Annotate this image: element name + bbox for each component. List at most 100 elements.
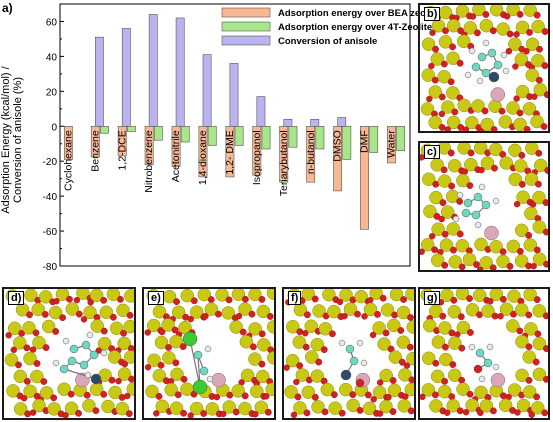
o-atom: [370, 396, 377, 403]
o-atom: [497, 313, 504, 320]
si-atom: [231, 289, 246, 302]
category-label: Isopropanol: [251, 130, 263, 185]
o-atom: [80, 316, 88, 323]
si-atom: [473, 289, 487, 303]
o-atom: [26, 311, 33, 319]
c-atom: [463, 198, 473, 208]
o-atom: [62, 412, 69, 418]
si-atom: [170, 367, 184, 382]
si-atom: [47, 402, 61, 416]
si-atom: [305, 350, 319, 364]
si-atom: [523, 289, 537, 302]
si-atom: [354, 289, 368, 304]
si-atom: [422, 351, 436, 366]
si-atom: [447, 304, 462, 319]
si-atom: [147, 318, 161, 333]
h-atom: [500, 51, 508, 59]
o-atom: [330, 391, 338, 399]
si-atom: [525, 68, 540, 82]
o-atom: [540, 123, 548, 130]
o-atom: [456, 230, 464, 238]
si-atom: [488, 143, 503, 157]
si-atom: [524, 206, 538, 221]
si-atom: [531, 53, 545, 68]
o-atom: [284, 364, 290, 371]
si-atom: [301, 289, 315, 301]
category-label: Teriarybutanol: [278, 130, 290, 196]
o-atom: [214, 310, 222, 318]
si-atom: [322, 289, 336, 302]
si-atom: [423, 204, 437, 219]
o-atom: [489, 27, 497, 35]
o-atom: [543, 260, 548, 268]
bar-conversion: [94, 36, 104, 127]
o-atom: [477, 409, 484, 417]
o-atom: [303, 409, 311, 417]
h-atom: [206, 375, 214, 383]
o-atom: [516, 327, 524, 335]
si-atom: [455, 289, 470, 301]
si-atom: [13, 336, 27, 350]
o-atom: [24, 410, 32, 418]
y-axis-title-line2: Conversion of anisole (%): [12, 77, 24, 203]
si-atom: [41, 319, 56, 334]
o-atom: [441, 261, 449, 269]
si-atom: [474, 385, 488, 400]
o-atom: [444, 126, 451, 131]
c-atom: [471, 62, 481, 72]
o-atom: [100, 390, 108, 398]
bar-4t: [207, 125, 217, 146]
si-atom: [31, 302, 45, 317]
si-atom: [293, 401, 307, 415]
o-atom: [124, 392, 131, 400]
y-axis-title-line1: Adsorption Energy (kcal/mol) /: [0, 65, 12, 213]
o-atom: [447, 149, 455, 157]
si-atom: [7, 321, 22, 336]
si-atom: [480, 117, 494, 131]
si-atom: [13, 369, 28, 384]
si-atom: [457, 143, 471, 155]
si-atom: [38, 290, 53, 304]
o-atom: [67, 390, 75, 398]
structure-panel-e: e): [142, 287, 276, 420]
n-atom: [90, 373, 102, 385]
o-atom: [126, 311, 134, 319]
si-atom: [23, 384, 37, 398]
o-atom: [242, 295, 249, 303]
si-atom: [463, 21, 478, 35]
o-atom: [478, 166, 485, 174]
si-atom: [379, 368, 393, 383]
o-atom: [338, 409, 346, 417]
si-atom: [514, 254, 529, 268]
bar-4t: [288, 125, 298, 148]
o-atom: [529, 201, 537, 208]
si-atom: [310, 369, 324, 383]
si-atom: [496, 254, 510, 269]
o-atom: [374, 311, 381, 318]
si-atom: [405, 289, 414, 301]
o-atom: [449, 361, 457, 368]
si-atom: [430, 369, 445, 384]
o-atom: [50, 394, 58, 402]
o-atom: [179, 343, 187, 351]
category-label: Nitrobenzene: [143, 130, 155, 193]
bar-conversion: [229, 63, 239, 127]
si-atom: [498, 115, 513, 129]
si-atom: [448, 336, 462, 350]
si-atom: [126, 382, 134, 396]
si-atom: [320, 382, 335, 397]
si-atom: [457, 34, 471, 49]
si-atom: [422, 318, 437, 333]
o-atom: [503, 13, 511, 20]
o-atom: [75, 409, 82, 417]
si-atom: [439, 238, 454, 252]
si-atom: [363, 302, 378, 317]
si-atom: [266, 320, 274, 334]
h-atom: [452, 215, 460, 223]
si-atom: [532, 367, 547, 382]
o-atom: [528, 411, 535, 418]
bar-conversion: [121, 28, 131, 127]
o-atom: [264, 408, 272, 416]
o-atom: [329, 330, 336, 338]
legend-swatch: [221, 35, 271, 46]
